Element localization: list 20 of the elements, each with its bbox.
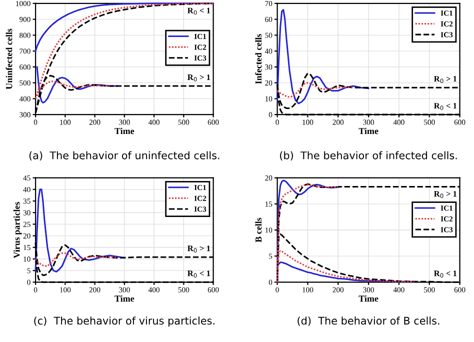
x-axis-title: Time [114,295,134,302]
text: (a) The behavior of uninfected cells. [29,151,220,161]
y-axis-title: B cells [255,218,262,242]
x-axis-title: Time [358,128,378,134]
annotation: R$_{0}$ < 1 [434,103,457,110]
text: (b) The behavior of infected cells. [280,151,457,161]
annotation: R$_{0}$ < 1 [434,270,457,278]
annotation: R$_{0}$ < 1 [187,8,210,15]
text: (d) The behavior of B cells. [298,316,440,326]
annotation: R$_{0}$ > 1 [187,74,210,82]
x-axis-title: Time [114,128,134,134]
y-axis-title: Virus particles [13,202,22,258]
annotation: R$_{0}$ > 1 [434,191,457,198]
x-axis-title: Time [358,295,378,302]
text: (c) The behavior of virus particles. [34,316,214,327]
annotation: R$_{0}$ < 1 [187,270,210,278]
y-axis-title: Uninfected cells [6,28,12,90]
y-axis-title: Infected cells [255,34,262,84]
annotation: R$_{0}$ > 1 [187,246,210,253]
annotation: R$_{0}$ > 1 [434,76,457,84]
